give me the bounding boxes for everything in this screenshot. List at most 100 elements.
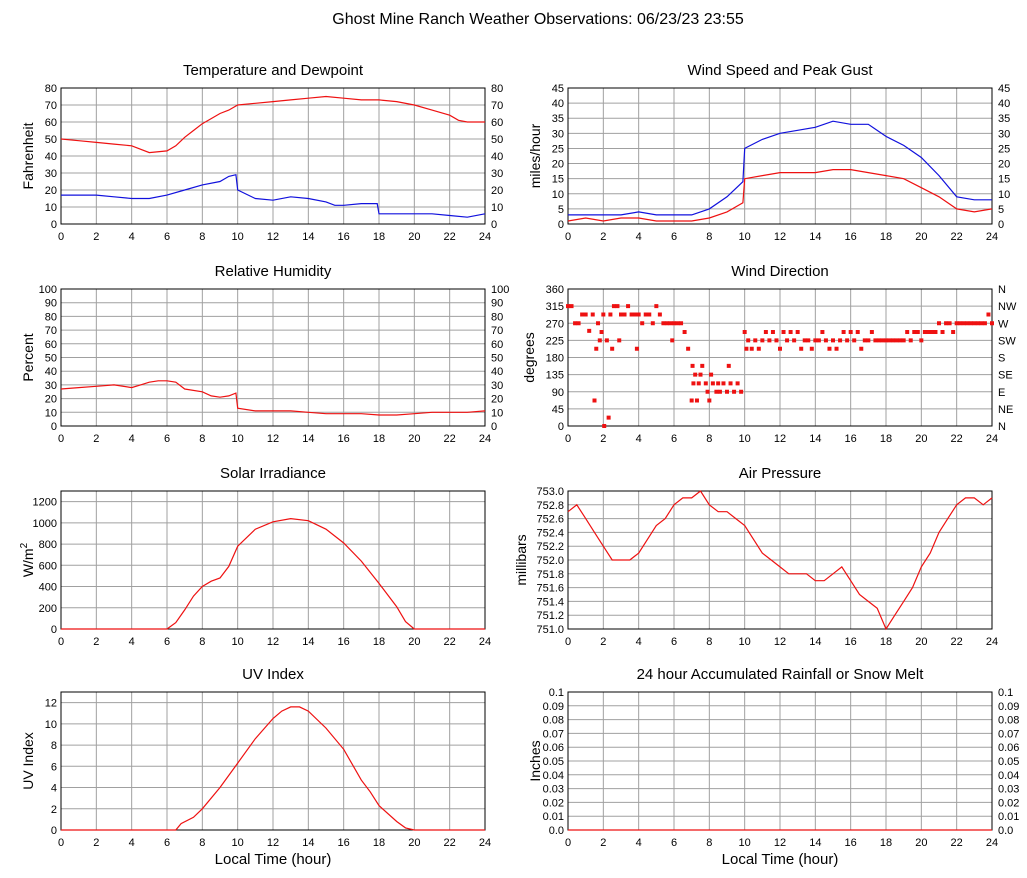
y-tick-label: 80 xyxy=(45,83,57,95)
x-tick-label: 18 xyxy=(880,636,892,648)
y-tick-label-right: 0 xyxy=(491,219,497,231)
y-tick-label: 0.1 xyxy=(549,687,564,699)
y-tick-label-right: 0 xyxy=(491,421,497,433)
y-tick-label: 0.06 xyxy=(543,742,564,754)
wind-direction-point xyxy=(622,312,627,317)
x-tick-label: 2 xyxy=(600,636,606,648)
rh-grid xyxy=(61,289,485,426)
y-tick-label: 751.4 xyxy=(536,596,564,608)
wind-direction-point xyxy=(725,389,729,394)
wind-direction-point xyxy=(675,321,680,326)
y-tick-label-right: 0.06 xyxy=(998,742,1019,754)
x-tick-label: 2 xyxy=(93,837,99,849)
x-tick-label: 22 xyxy=(951,636,963,648)
y-tick-label: 50 xyxy=(45,134,57,146)
x-tick-label: 12 xyxy=(267,636,279,648)
wind-direction-point xyxy=(590,312,595,317)
x-tick-label: 18 xyxy=(373,837,385,849)
wind-direction-point xyxy=(986,312,991,317)
winddir-points xyxy=(566,304,994,428)
wind-series-red-line xyxy=(567,169,993,222)
x-tick-label: 14 xyxy=(302,433,314,445)
x-tick-label: 12 xyxy=(774,636,786,648)
wind-direction-point xyxy=(855,330,860,335)
x-tick-label: 2 xyxy=(600,837,606,849)
x-tick-label: 4 xyxy=(636,636,642,648)
uv-series-red-line xyxy=(61,706,485,831)
wind-direction-point xyxy=(661,321,666,326)
wind-direction-point xyxy=(965,321,970,326)
x-tick-label: 14 xyxy=(809,837,821,849)
wind-direction-point xyxy=(698,372,703,377)
wind-direction-point xyxy=(608,312,613,317)
wind-direction-point xyxy=(689,398,694,403)
wind-direction-point xyxy=(922,330,927,335)
y-tick-label: 800 xyxy=(39,539,57,551)
wind-direction-point xyxy=(937,321,941,326)
wind-direction-point xyxy=(884,338,888,343)
y-tick-label-right: 80 xyxy=(491,83,503,95)
x-tick-label: 18 xyxy=(880,433,892,445)
x-tick-label: 22 xyxy=(951,433,963,445)
y-tick-label: 35 xyxy=(552,113,564,125)
y-tick-label-right: 10 xyxy=(998,189,1010,201)
x-tick-label: 8 xyxy=(706,837,712,849)
x-tick-label: 6 xyxy=(671,636,677,648)
wind-direction-point xyxy=(982,321,987,326)
wind-direction-point xyxy=(735,381,740,386)
solar-ylabel: W/m2 xyxy=(19,542,36,577)
wind-direction-point xyxy=(679,321,684,326)
wind-direction-point xyxy=(951,330,956,335)
wind-direction-point xyxy=(813,338,818,343)
x-tick-label: 14 xyxy=(809,636,821,648)
y-tick-label: 0.04 xyxy=(543,770,564,782)
wind-ylabel: miles/hour xyxy=(527,123,543,188)
y-tick-label: 0 xyxy=(51,421,57,433)
y-tick-label: 0.03 xyxy=(543,784,564,796)
y-tick-label-right: 10 xyxy=(491,202,503,214)
y-tick-label-right: S xyxy=(998,353,1005,365)
y-tick-label: 0.02 xyxy=(543,797,564,809)
wind-direction-point xyxy=(672,321,676,326)
wind-direction-point xyxy=(634,346,639,351)
wind-direction-point xyxy=(799,346,804,351)
x-tick-label: 12 xyxy=(774,837,786,849)
x-tick-label: 16 xyxy=(845,433,857,445)
wind-direction-point xyxy=(726,363,731,368)
y-tick-label-right: 25 xyxy=(998,143,1010,155)
y-tick-label: 0 xyxy=(51,219,57,231)
wind-direction-point xyxy=(926,330,931,335)
wind-direction-point xyxy=(691,381,696,386)
x-tick-label: 10 xyxy=(739,433,751,445)
x-tick-label: 24 xyxy=(479,231,491,243)
wind-direction-point xyxy=(795,330,800,335)
x-tick-label: 22 xyxy=(444,433,456,445)
wind-direction-point xyxy=(580,312,585,317)
x-tick-label: 22 xyxy=(444,837,456,849)
wind-direction-point xyxy=(610,346,615,351)
y-tick-label-right: 80 xyxy=(491,311,503,323)
wind-direction-point xyxy=(728,381,733,386)
wind-direction-point xyxy=(912,330,917,335)
x-tick-label: 6 xyxy=(164,636,170,648)
uv-frame xyxy=(60,691,486,831)
winddir-frame xyxy=(567,288,993,427)
y-tick-label-right: NE xyxy=(998,404,1013,416)
wind-direction-point xyxy=(601,312,606,317)
wind-direction-point xyxy=(760,338,765,343)
wind-direction-point xyxy=(852,338,857,343)
ylabel-text: degrees xyxy=(521,332,537,383)
y-tick-label: 10 xyxy=(552,189,564,201)
x-tick-label: 0 xyxy=(565,433,571,445)
y-tick-label-right: 70 xyxy=(491,100,503,112)
wind-direction-point xyxy=(767,338,772,343)
wind-direction-point xyxy=(816,338,821,343)
x-tick-label: 6 xyxy=(164,433,170,445)
x-tick-label: 2 xyxy=(93,636,99,648)
y-tick-label: 180 xyxy=(546,353,564,365)
winddir-title: Wind Direction xyxy=(731,263,829,280)
y-tick-label: 25 xyxy=(552,143,564,155)
x-tick-label: 14 xyxy=(302,636,314,648)
pressure-series-red-line xyxy=(567,490,993,631)
